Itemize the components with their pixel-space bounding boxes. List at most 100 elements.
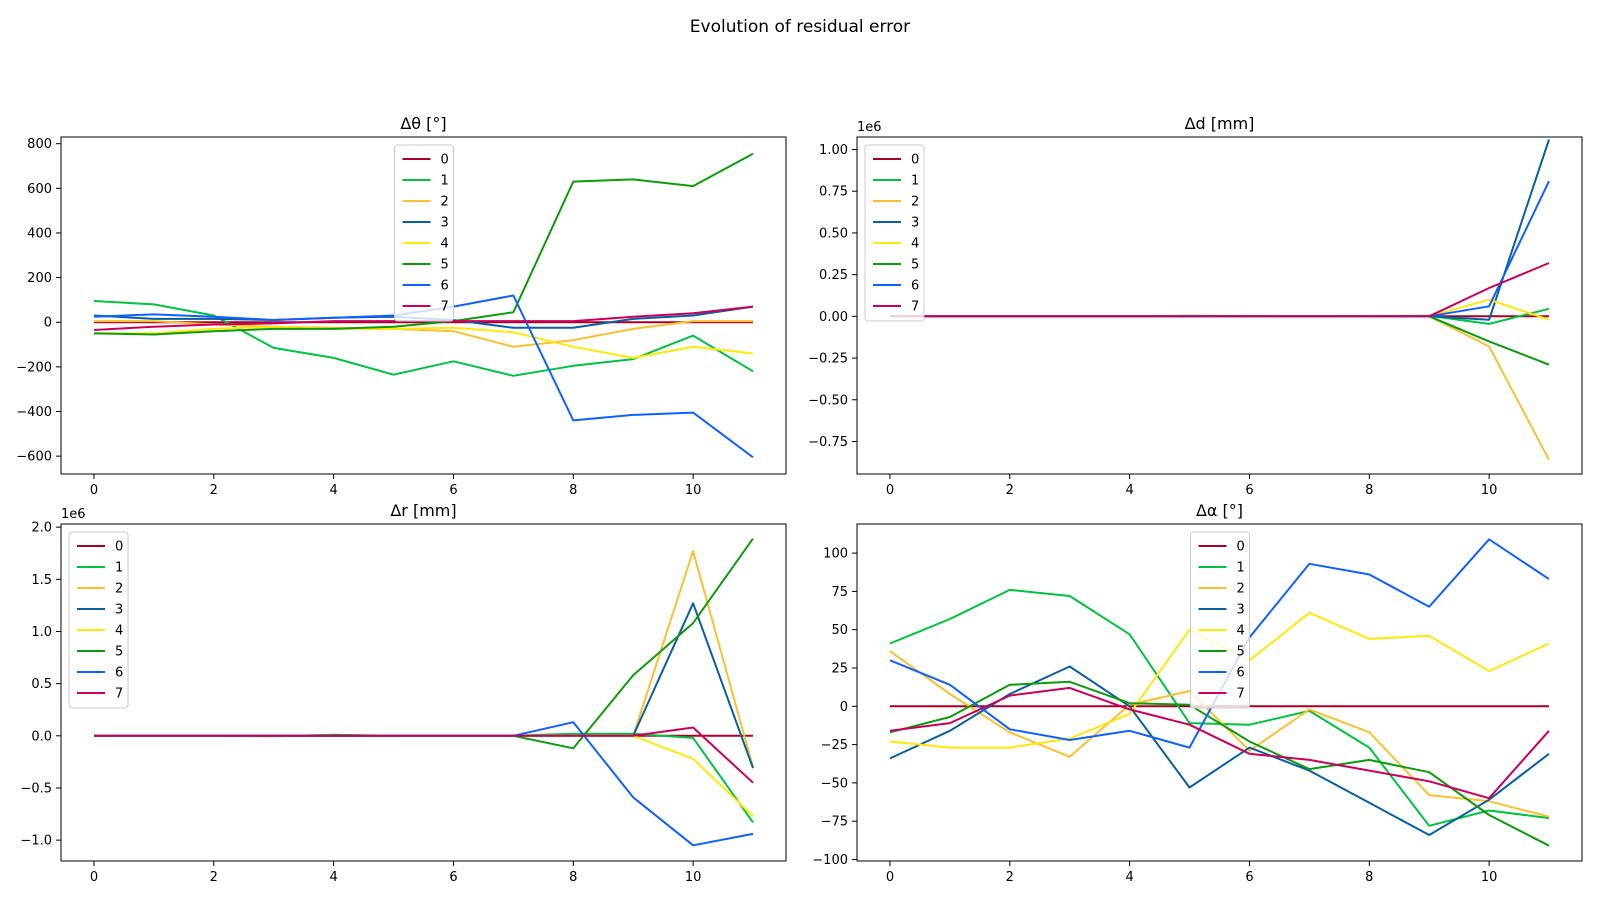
dalpha-x-tick-label: 2 [1006, 870, 1014, 885]
dalpha-series-2-line [889, 650, 1550, 818]
dd-legend-label-5: 5 [911, 258, 919, 273]
dr-series-4-line [94, 734, 754, 817]
dtheta-y-tick-label: 0 [44, 316, 52, 331]
dalpha-y-tick-label: 100 [823, 547, 848, 562]
dtheta-legend-label-5: 5 [441, 258, 449, 273]
dd-y-tick-label: 0.25 [819, 268, 848, 283]
dr-y-tick-label: 0.5 [31, 677, 52, 692]
subplot-dtheta: Δθ [°] 0 2 4 6 8 10 800 600 400 200 0 −200 −400 −600 0 1… [16, 114, 787, 498]
dalpha-legend-label-4: 4 [1237, 624, 1245, 639]
dtheta-series-4-line [94, 325, 754, 359]
dtheta-series-5-line [93, 152, 754, 336]
dr-series-group [94, 538, 754, 847]
dr-legend-label-7: 7 [115, 687, 123, 702]
dalpha-legend-label-2: 2 [1237, 582, 1245, 597]
dtheta-y-tick-label: 400 [27, 226, 52, 241]
dalpha-y-tick-label: 0 [840, 700, 848, 715]
dtheta-legend-label-0: 0 [441, 153, 449, 168]
dr-y-tick-label: 1.0 [31, 625, 52, 640]
dtheta-y-tick-label: 600 [27, 182, 52, 197]
dalpha-x-tick-label: 0 [886, 870, 894, 885]
dalpha-legend-label-7: 7 [1237, 687, 1245, 702]
dalpha-y-tick-label: 75 [831, 585, 848, 600]
dr-x-tick-label: 4 [329, 870, 337, 885]
dtheta-y-tick-label: −600 [16, 450, 52, 465]
dd-y-tick-label: 0.75 [819, 185, 848, 200]
dd-series-group [890, 139, 1550, 461]
dtheta-legend-label-4: 4 [441, 237, 449, 252]
dd-x-tick-label: 2 [1006, 483, 1014, 498]
dalpha-y-tick-label: 50 [831, 623, 848, 638]
dr-legend-box [68, 531, 129, 709]
subplot-dalpha: Δα [°]0 2 4 6 8 101007550250−25−50−75−1000123… [812, 501, 1583, 885]
dr-series-7-line [94, 726, 754, 784]
dalpha-y-tick-label: −100 [812, 853, 848, 868]
dd-plot-frame [856, 136, 1583, 475]
dtheta-y-tick-label: 800 [27, 137, 52, 152]
dd-legend: 0 1 2 3 4 5 6 7 [864, 144, 925, 322]
dd-title: Δd [mm] [1185, 114, 1255, 133]
dd-legend-box [864, 144, 925, 322]
dd-x-tick-label: 4 [1125, 483, 1133, 498]
dtheta-legend-label-1: 1 [441, 174, 449, 189]
dr-legend-label-5: 5 [115, 645, 123, 660]
dr-series-1-line [94, 732, 754, 823]
dtheta-x-tick-label: 8 [569, 483, 577, 498]
dalpha-x-tick-label: 10 [1481, 870, 1498, 885]
dr-legend-label-1: 1 [115, 561, 123, 576]
dalpha-y-tick-label: −25 [821, 738, 848, 753]
figure-title: Evolution of residual error [690, 17, 910, 37]
dr-legend-label-4: 4 [115, 624, 123, 639]
dr-x-tick-label: 8 [569, 870, 577, 885]
dd-y-tick-label: 1.00 [819, 143, 848, 158]
dd-y-tick-label: −0.50 [808, 393, 848, 408]
dtheta-legend: 0 1 2 3 4 5 6 7 [394, 144, 454, 322]
dr-plot-frame [60, 523, 787, 862]
dr-legend-label-6: 6 [115, 666, 123, 681]
dalpha-y-tick-label: −75 [821, 815, 848, 830]
dalpha-x-tick-label: 8 [1365, 870, 1373, 885]
dalpha-y-tick-label: −50 [821, 776, 848, 791]
dr-y-tick-label: −0.5 [20, 781, 52, 796]
dalpha-legend-label-1: 1 [1237, 561, 1245, 576]
dr-legend-label-0: 0 [115, 540, 123, 555]
dr-legend: 0 1 2 3 4 5 6 7 [68, 531, 129, 709]
dalpha-legend-label-0: 0 [1237, 540, 1245, 555]
dr-x-tick-label: 0 [90, 870, 98, 885]
dalpha-plot-frame [856, 523, 1583, 862]
dd-x-tick-label: 0 [886, 483, 894, 498]
dtheta-x-tick-label: 6 [449, 483, 457, 498]
dtheta-title: Δθ [°] [400, 114, 446, 133]
dtheta-y-tick-label: −400 [16, 405, 52, 420]
dd-series-2-line [890, 315, 1550, 461]
dr-x-tick-label: 10 [685, 870, 702, 885]
dtheta-x-tick-label: 10 [685, 483, 702, 498]
dd-y-tick-label: 0.50 [819, 226, 848, 241]
dalpha-legend-label-5: 5 [1237, 645, 1245, 660]
dr-legend-label-2: 2 [115, 582, 123, 597]
dd-legend-label-1: 1 [911, 174, 919, 189]
dalpha-x-tick-label: 6 [1245, 870, 1253, 885]
dr-offset-label: 1e6 [61, 507, 86, 522]
dalpha-legend-label-6: 6 [1237, 666, 1245, 681]
dtheta-legend-box [394, 144, 454, 322]
dd-legend-label-2: 2 [911, 195, 919, 210]
dd-y-tick-label: −0.75 [808, 435, 848, 450]
dr-y-tick-label: 2.0 [31, 521, 52, 536]
dalpha-legend: 0 1 2 3 4 5 6 7 [1190, 531, 1250, 709]
dtheta-legend-label-2: 2 [441, 195, 449, 210]
dd-offset-label: 1e6 [857, 120, 882, 135]
dd-series-7-line [890, 262, 1550, 318]
dalpha-legend-box [1190, 531, 1250, 709]
dr-y-tick-label: −1.0 [20, 834, 52, 849]
dalpha-legend-label-3: 3 [1237, 603, 1245, 618]
dtheta-x-tick-label: 4 [329, 483, 337, 498]
dd-series-6-line [890, 180, 1550, 318]
dd-series-3-line [890, 139, 1550, 321]
dd-legend-label-6: 6 [911, 279, 919, 294]
dd-x-tick-label: 6 [1245, 483, 1253, 498]
dtheta-x-tick-label: 2 [210, 483, 218, 498]
dr-x-tick-label: 2 [210, 870, 218, 885]
dtheta-y-tick-label: −200 [16, 360, 52, 375]
